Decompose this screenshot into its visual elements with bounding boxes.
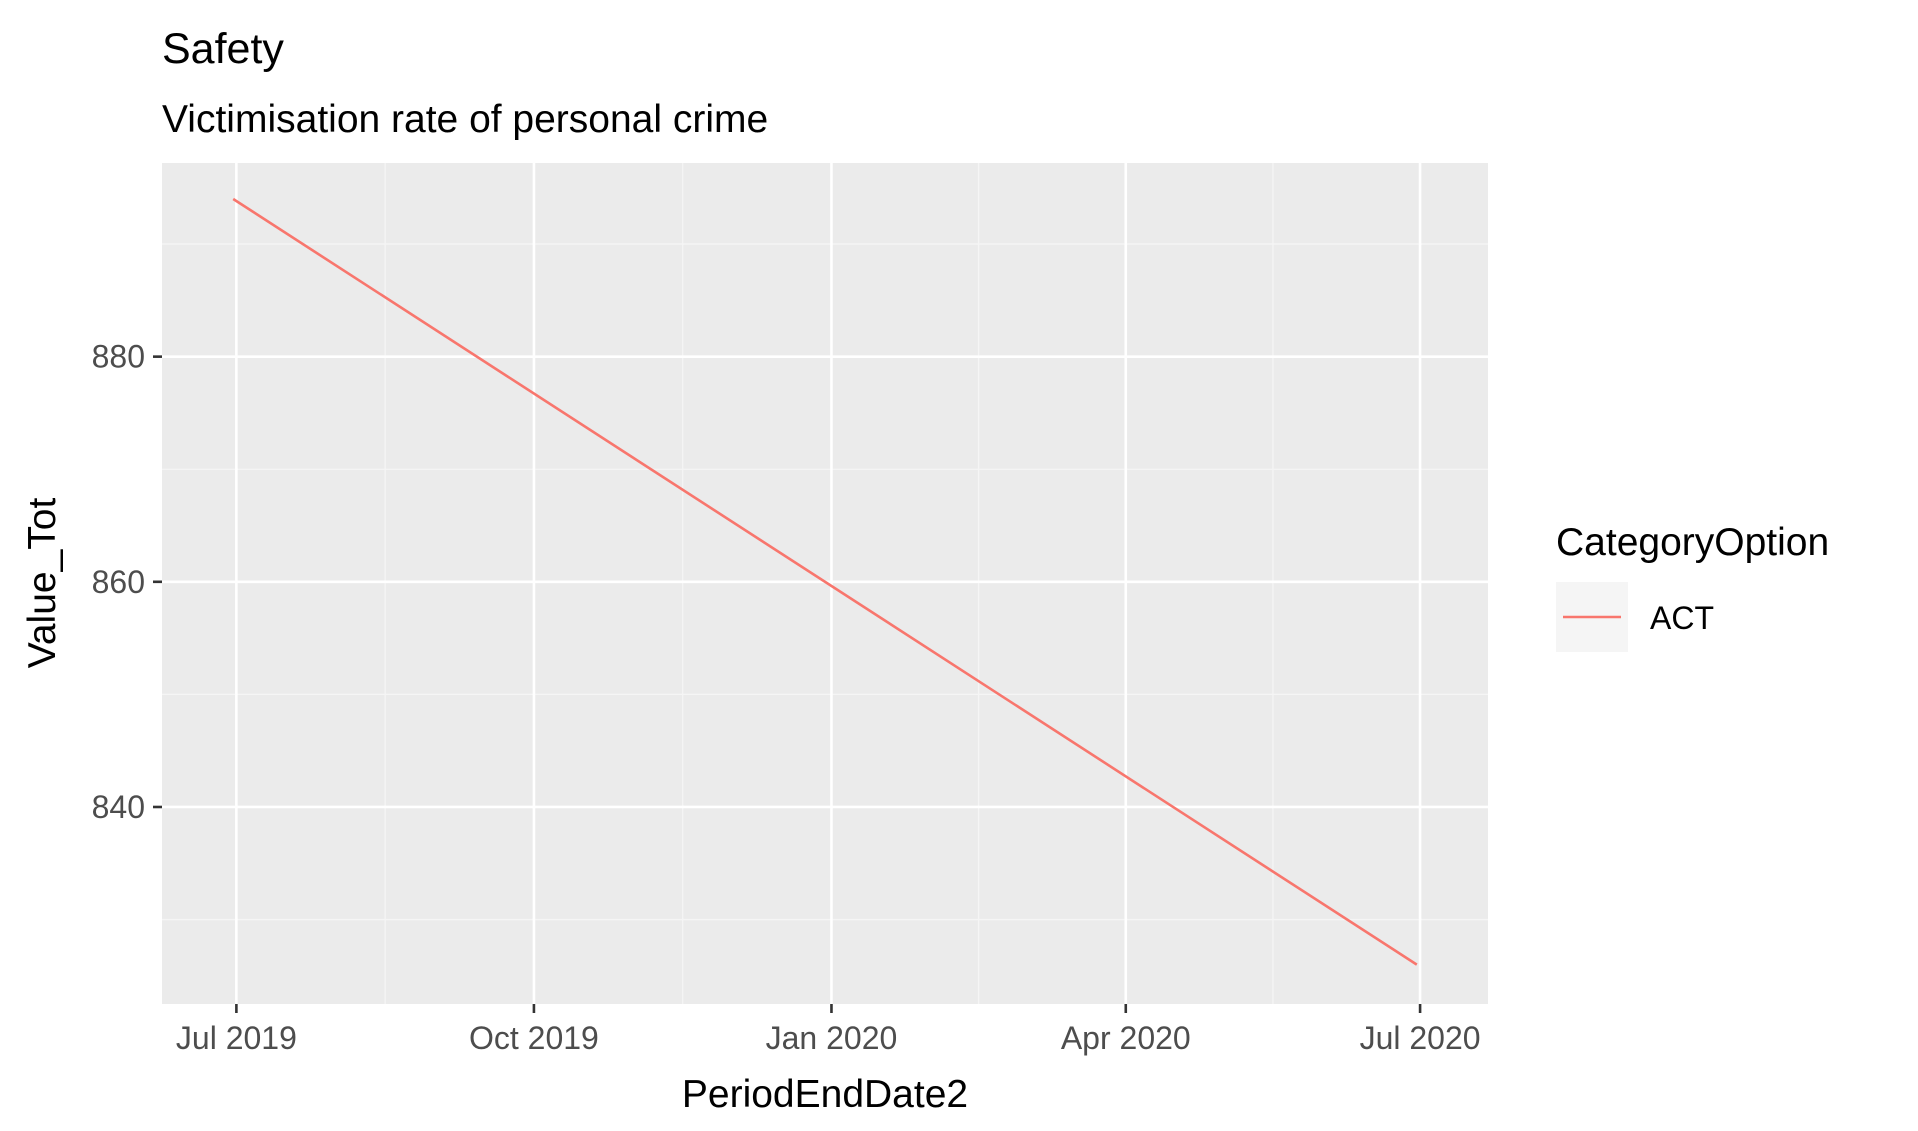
x-axis-title: PeriodEndDate2 — [682, 1073, 968, 1116]
series-line-act — [232, 197, 1418, 966]
y-axis: 840 860 880 — [92, 339, 162, 825]
x-tick-label: Jan 2020 — [766, 1020, 898, 1056]
x-tick-label: Apr 2020 — [1061, 1020, 1191, 1056]
y-tick-label: 860 — [92, 564, 145, 600]
series-layer — [232, 197, 1418, 966]
y-tick-label: 880 — [92, 339, 145, 375]
legend: CategoryOption ACT — [1556, 521, 1829, 652]
legend-label-act: ACT — [1650, 600, 1714, 636]
x-tick-label: Jul 2019 — [176, 1020, 297, 1056]
legend-title: CategoryOption — [1556, 521, 1829, 564]
chart-subtitle: Victimisation rate of personal crime — [162, 98, 768, 141]
y-tick-label: 840 — [92, 789, 145, 825]
grid-major-lines — [162, 163, 1488, 1004]
plot-panel — [162, 163, 1488, 1004]
chart-title: Safety — [162, 25, 284, 73]
x-axis: Jul 2019 Oct 2019 Jan 2020 Apr 2020 Jul 2020 — [176, 1004, 1481, 1056]
y-axis-title: Value_Tot — [21, 498, 64, 669]
grid-minor-lines — [162, 163, 1488, 1004]
x-tick-label: Oct 2019 — [469, 1020, 599, 1056]
x-tick-label: Jul 2020 — [1360, 1020, 1481, 1056]
